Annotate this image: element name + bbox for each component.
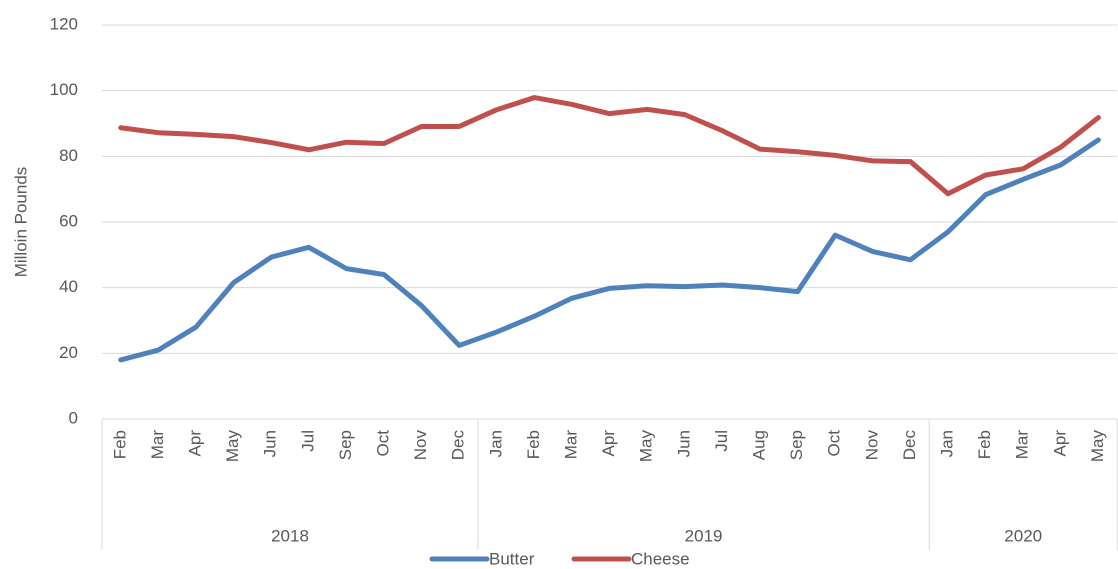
x-tick-label: Mar	[561, 430, 580, 460]
x-tick-label: May	[637, 430, 656, 463]
x-tick-label: Apr	[599, 430, 618, 457]
x-tick-label: Oct	[373, 430, 392, 457]
x-tick-label: Sep	[787, 430, 806, 460]
y-tick-label: 80	[59, 146, 78, 165]
x-tick-label: Oct	[825, 430, 844, 457]
y-tick-label: 60	[59, 211, 78, 230]
x-tick-label: Jan	[486, 430, 505, 457]
x-tick-label: Apr	[185, 430, 204, 457]
x-tick-label: Jun	[261, 430, 280, 457]
series-line	[118, 137, 1101, 363]
y-tick-label: 100	[50, 80, 78, 99]
x-tick-label: Feb	[524, 430, 543, 459]
y-tick-label: 120	[50, 14, 78, 33]
x-tick-label: Jul	[298, 430, 317, 452]
x-tick-label: May	[1088, 430, 1107, 463]
x-tick-label: Mar	[1013, 430, 1032, 460]
x-tick-label: Dec	[449, 430, 468, 461]
y-axis-label: Milloin Pounds	[11, 167, 30, 278]
x-tick-label: Nov	[411, 430, 430, 461]
group-label: 2018	[271, 526, 309, 545]
x-tick-label: Sep	[336, 430, 355, 460]
legend-label: Butter	[489, 549, 535, 568]
y-tick-label: 40	[59, 277, 78, 296]
x-tick-label: Nov	[862, 430, 881, 461]
x-tick-label: Mar	[148, 430, 167, 460]
x-tick-label: Feb	[110, 430, 129, 459]
x-tick-label: Jan	[937, 430, 956, 457]
x-tick-label: May	[223, 430, 242, 463]
x-tick-label: Dec	[900, 430, 919, 461]
x-tick-label: Jun	[674, 430, 693, 457]
group-label: 2020	[1004, 526, 1042, 545]
x-tick-label: Feb	[975, 430, 994, 459]
y-tick-label: 20	[59, 343, 78, 362]
series-line	[118, 95, 1101, 197]
x-tick-label: Aug	[749, 430, 768, 460]
legend-label: Cheese	[631, 549, 690, 568]
y-tick-label: 0	[69, 408, 78, 427]
x-tick-label: Jul	[712, 430, 731, 452]
group-label: 2019	[685, 526, 723, 545]
x-tick-label: Apr	[1050, 430, 1069, 457]
